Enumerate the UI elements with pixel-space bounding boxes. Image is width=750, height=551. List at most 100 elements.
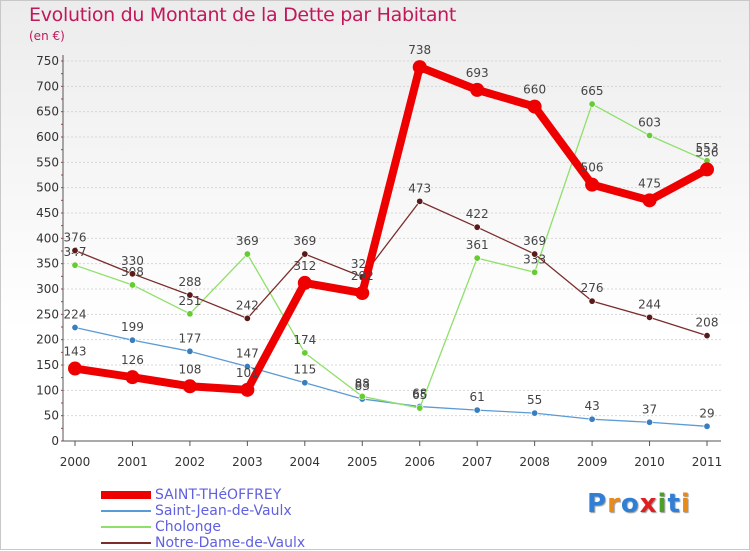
- x-tick-label: 2010: [634, 455, 665, 469]
- y-tick-label: 50: [44, 409, 59, 423]
- data-label-notre-dame-de-vaulx: 330: [121, 254, 144, 268]
- data-label-saint-jean-de-vaulx: 177: [178, 331, 201, 345]
- logo-letter: P: [587, 489, 608, 519]
- x-tick-label: 2008: [519, 455, 550, 469]
- data-point-saint-th-offrey: [700, 162, 714, 177]
- chart-title: Evolution du Montant de la Dette par Hab…: [29, 4, 457, 26]
- data-point-saint-jean-de-vaulx: [243, 363, 251, 371]
- x-tick-label: 2000: [60, 455, 91, 469]
- data-point-cholonge: [588, 100, 596, 108]
- data-point-cholonge: [358, 392, 366, 400]
- data-point-saint-jean-de-vaulx: [588, 415, 596, 423]
- data-label-notre-dame-de-vaulx: 208: [696, 316, 719, 330]
- data-label-saint-jean-de-vaulx: 147: [236, 347, 259, 361]
- data-point-notre-dame-de-vaulx: [703, 332, 711, 340]
- legend-label: Saint-Jean-de-Vaulx: [155, 503, 292, 519]
- y-tick-label: 200: [36, 333, 59, 347]
- data-point-saint-jean-de-vaulx: [473, 406, 481, 414]
- x-tick-label: 2007: [462, 455, 493, 469]
- data-label-saint-jean-de-vaulx: 29: [699, 406, 714, 420]
- logo-letter: i: [657, 489, 668, 519]
- data-label-saint-jean-de-vaulx: 199: [121, 320, 144, 334]
- legend-swatch: [101, 542, 151, 544]
- series-line-saint-th-offrey: [71, 63, 711, 394]
- data-label-saint-th-offrey: 660: [523, 83, 546, 97]
- legend-item-cholonge: Cholonge: [101, 519, 305, 535]
- data-point-saint-th-offrey: [125, 370, 140, 385]
- data-label-notre-dame-de-vaulx: 276: [581, 281, 604, 295]
- data-label-saint-th-offrey: 506: [581, 161, 604, 175]
- data-point-notre-dame-de-vaulx: [128, 270, 136, 278]
- legend-label: Notre-Dame-de-Vaulx: [155, 535, 306, 551]
- data-point-cholonge: [646, 131, 654, 139]
- logo-letter: t: [667, 489, 681, 519]
- data-point-notre-dame-de-vaulx: [301, 250, 309, 258]
- data-point-cholonge: [128, 281, 136, 289]
- data-point-saint-th-offrey: [297, 275, 312, 290]
- data-label-saint-th-offrey: 101: [236, 366, 259, 380]
- data-point-saint-jean-de-vaulx: [71, 324, 79, 332]
- logo-letter: i: [680, 489, 691, 519]
- y-tick-label: 150: [36, 358, 59, 372]
- legend-swatch: [101, 510, 151, 512]
- data-point-saint-th-offrey: [527, 99, 542, 114]
- data-point-saint-th-offrey: [412, 60, 427, 75]
- legend-label: SAINT-THéOFFREY: [155, 487, 282, 503]
- data-point-notre-dame-de-vaulx: [473, 223, 481, 231]
- chart-unit-label: (en €): [29, 29, 65, 43]
- y-tick-label: 0: [51, 434, 59, 448]
- data-label-saint-jean-de-vaulx: 37: [642, 402, 657, 416]
- data-point-saint-th-offrey: [470, 82, 485, 97]
- data-point-saint-th-offrey: [355, 286, 370, 301]
- y-tick-label: 600: [36, 130, 59, 144]
- data-point-saint-jean-de-vaulx: [703, 422, 711, 430]
- data-point-cholonge: [473, 254, 481, 262]
- y-tick-label: 400: [36, 231, 59, 245]
- logo-letter: r: [607, 489, 621, 519]
- data-label-cholonge: 665: [581, 84, 604, 98]
- x-tick-label: 2005: [347, 455, 378, 469]
- y-tick-label: 550: [36, 155, 59, 169]
- y-tick-label: 250: [36, 307, 59, 321]
- y-tick-label: 700: [36, 79, 59, 93]
- data-label-saint-th-offrey: 475: [638, 176, 661, 190]
- x-tick-label: 2006: [404, 455, 435, 469]
- y-tick-label: 450: [36, 206, 59, 220]
- data-point-saint-th-offrey: [182, 379, 197, 394]
- data-label-saint-th-offrey: 693: [466, 66, 489, 80]
- data-point-notre-dame-de-vaulx: [646, 313, 654, 321]
- data-label-cholonge: 88: [355, 376, 370, 390]
- legend-swatch: [101, 491, 151, 499]
- y-tick-label: 300: [36, 282, 59, 296]
- data-label-cholonge: 361: [466, 238, 489, 252]
- data-label-cholonge: 333: [523, 252, 546, 266]
- data-label-notre-dame-de-vaulx: 288: [178, 275, 201, 289]
- data-label-saint-th-offrey: 536: [696, 145, 719, 159]
- legend-item-saint-jean-de-vaulx: Saint-Jean-de-Vaulx: [101, 503, 305, 519]
- data-point-notre-dame-de-vaulx: [588, 297, 596, 305]
- x-tick-label: 2009: [577, 455, 608, 469]
- series-line-notre-dame-de-vaulx: [74, 200, 708, 337]
- data-point-cholonge: [243, 250, 251, 258]
- data-point-notre-dame-de-vaulx: [71, 246, 79, 254]
- data-point-cholonge: [186, 310, 194, 318]
- data-label-saint-th-offrey: 108: [178, 362, 201, 376]
- data-point-saint-th-offrey: [585, 177, 600, 192]
- legend-label: Cholonge: [155, 519, 222, 535]
- series-line-saint-jean-de-vaulx: [74, 326, 708, 427]
- data-label-saint-jean-de-vaulx: 55: [527, 393, 542, 407]
- data-label-cholonge: 65: [412, 388, 427, 402]
- data-label-saint-th-offrey: 312: [293, 259, 316, 273]
- data-point-saint-th-offrey: [68, 361, 82, 376]
- data-label-notre-dame-de-vaulx: 242: [236, 298, 259, 312]
- logo-letter: o: [620, 489, 640, 519]
- data-point-notre-dame-de-vaulx: [416, 197, 424, 205]
- data-label-cholonge: 553: [696, 141, 719, 155]
- x-tick-label: 2011: [692, 455, 723, 469]
- y-tick-label: 350: [36, 257, 59, 271]
- data-point-notre-dame-de-vaulx: [243, 314, 251, 322]
- legend-item-saint-th-offrey: SAINT-THéOFFREY: [101, 487, 305, 503]
- data-label-saint-th-offrey: 126: [121, 353, 144, 367]
- data-label-notre-dame-de-vaulx: 369: [523, 234, 546, 248]
- data-label-cholonge: 174: [293, 333, 316, 347]
